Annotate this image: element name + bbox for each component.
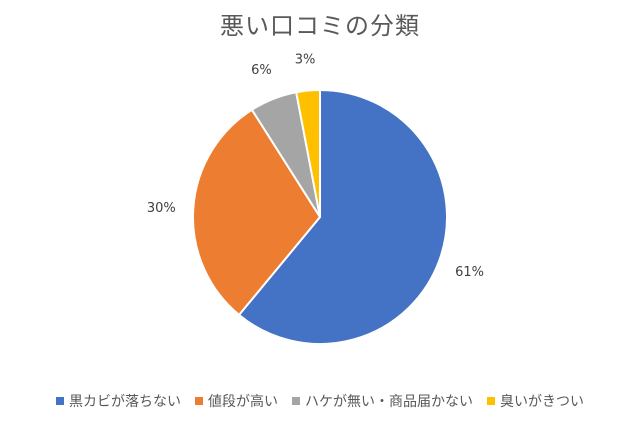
pie-slice-3 [295, 88, 321, 218]
data-label-2: 6% [251, 63, 272, 78]
pie-slice-0 [237, 88, 448, 345]
data-label-1: 30% [147, 201, 176, 216]
legend-swatch-0 [56, 397, 64, 405]
legend-swatch-3 [487, 397, 495, 405]
legend-swatch-1 [195, 397, 203, 405]
legend-item-3: 臭いがきつい [487, 391, 584, 411]
legend-label-2: ハケが無い・商品届かない [305, 394, 473, 410]
legend-item-0: 黒カビが落ちない [56, 391, 181, 411]
chart-legend: 黒カビが落ちない 値段が高い ハケが無い・商品届かない 臭いがきつい [0, 391, 640, 411]
legend-swatch-2 [292, 397, 300, 405]
legend-label-3: 臭いがきつい [500, 394, 584, 410]
legend-label-1: 値段が高い [208, 394, 278, 410]
legend-item-1: 値段が高い [195, 391, 278, 411]
legend-item-2: ハケが無い・商品届かない [292, 391, 473, 411]
pie-slice-1 [192, 108, 322, 317]
data-label-0: 61% [455, 265, 484, 280]
legend-label-0: 黒カビが落ちない [69, 394, 181, 410]
chart-title: 悪い口コミの分類 [220, 12, 420, 40]
data-label-3: 3% [295, 53, 316, 68]
